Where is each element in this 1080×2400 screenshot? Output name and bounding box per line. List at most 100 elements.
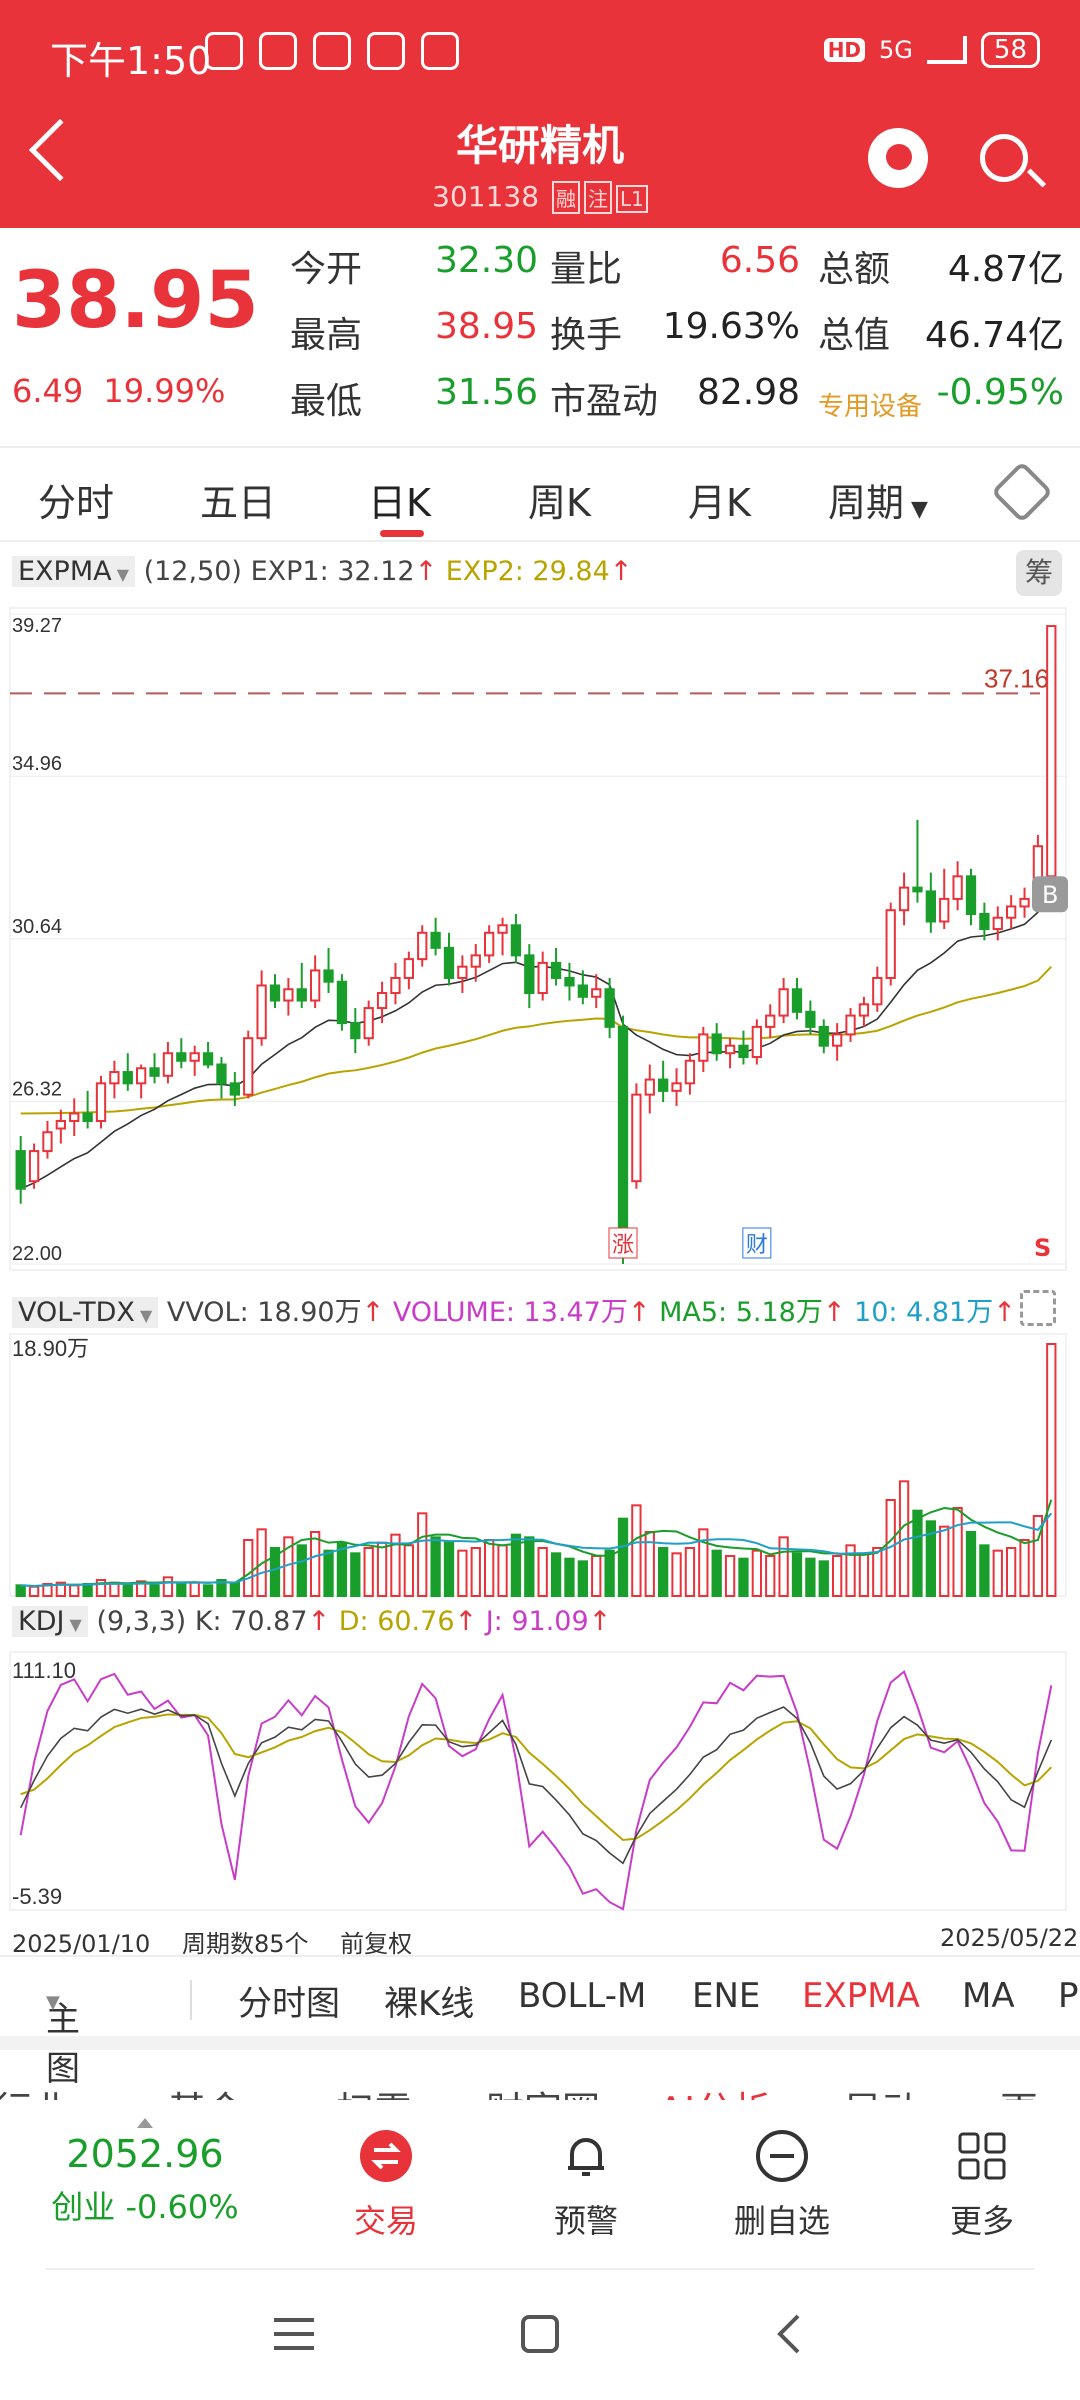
- triangle-up-icon: [137, 2118, 153, 2128]
- dock-trade[interactable]: 交易: [306, 2128, 466, 2242]
- feature-ai-analysis[interactable]: AI分析: [658, 2080, 771, 2100]
- feature-community[interactable]: 财富圈: [486, 2080, 600, 2100]
- indicator-params: (12,50): [143, 556, 242, 587]
- candlestick-chart[interactable]: 39.27 34.96 30.64 26.32 22.00 37.16 涨 财 S B: [0, 600, 1080, 1280]
- candle-body: [28, 1150, 40, 1183]
- quote-value: 4.87亿: [947, 249, 1064, 290]
- expand-icon[interactable]: [1020, 1290, 1056, 1326]
- y-tick-label: 34.96: [12, 753, 62, 775]
- home-icon[interactable]: [520, 2314, 560, 2354]
- divider: [0, 1955, 1080, 1957]
- volume-bar: [992, 1549, 1003, 1598]
- feature-more[interactable]: 更: [1000, 2080, 1038, 2100]
- candle-body: [965, 875, 977, 915]
- volume-bar: [550, 1552, 562, 1597]
- period-count: 周期数85个: [181, 1930, 309, 1958]
- app-notification-icon: [367, 32, 405, 70]
- y-tick-label: 111.10: [12, 1658, 76, 1683]
- candle-body: [858, 1003, 870, 1017]
- vol-legend: VOL-TDX ▼ VVOL: 18.90万↑ VOLUME: 13.47万↑ …: [12, 1290, 1016, 1329]
- volume-bar: [591, 1555, 602, 1597]
- volume-bar: [631, 1504, 642, 1597]
- tab-intraday[interactable]: 分时: [38, 481, 115, 525]
- candle-body: [323, 969, 334, 983]
- candle-body: [510, 924, 522, 957]
- volume-bar: [229, 1581, 240, 1598]
- volume-bar: [216, 1579, 227, 1597]
- candle-body: [925, 890, 936, 923]
- hd-badge: HD: [823, 38, 866, 62]
- dock-more[interactable]: 更多: [902, 2128, 1062, 2242]
- tab-monthly-k[interactable]: 月K: [688, 481, 751, 525]
- candle-body: [939, 897, 950, 923]
- quote-label: 专用设备: [818, 392, 923, 422]
- tab-weekly-k[interactable]: 周K: [528, 481, 591, 525]
- adjust-mode[interactable]: 前复权: [340, 1930, 413, 1958]
- candle-body: [1046, 625, 1057, 878]
- feature-scan[interactable]: 扫雷: [336, 2080, 412, 2100]
- volume-bar: [939, 1525, 950, 1598]
- indicator-more[interactable]: P: [1058, 1976, 1079, 2016]
- quote-value: 82.98: [696, 372, 800, 413]
- kdj-indicator-selector[interactable]: KDJ ▼: [12, 1606, 88, 1637]
- volume-bar: [69, 1584, 80, 1597]
- d-value: D: 60.76↑: [338, 1606, 478, 1637]
- candle-body: [818, 1025, 829, 1047]
- volume-bar: [243, 1539, 254, 1597]
- y-tick-label: 39.27: [12, 615, 62, 637]
- dock-remove-watchlist[interactable]: 删自选: [702, 2128, 862, 2242]
- vol-indicator-selector[interactable]: VOL-TDX ▼: [12, 1297, 159, 1328]
- chip-distribution-button[interactable]: 筹: [1016, 550, 1062, 596]
- candle-body: [109, 1071, 120, 1085]
- finance-marker-text: 财: [746, 1233, 768, 1258]
- tab-period-dropdown[interactable]: 周期 ▼: [828, 472, 928, 527]
- limit-up-marker-text: 涨: [612, 1233, 634, 1258]
- volume-bar: [912, 1509, 923, 1598]
- candle-body: [363, 1007, 374, 1040]
- volume-chart[interactable]: 18.90万: [0, 1330, 1080, 1600]
- volume-bar: [430, 1536, 441, 1597]
- quote-value: 19.63%: [662, 306, 800, 347]
- feature-industry[interactable]: 行业: [0, 2080, 70, 2100]
- index-ticker[interactable]: 2052.96 创业 -0.60%: [40, 2118, 250, 2228]
- feature-anomaly[interactable]: 异动: [844, 2080, 920, 2100]
- volume-bar: [872, 1547, 883, 1597]
- indicator-time-chart[interactable]: 分时图: [238, 1984, 340, 2024]
- candle-body: [42, 1131, 53, 1153]
- indicator-ma[interactable]: MA: [962, 1976, 1015, 2016]
- quote-value: 38.95: [434, 306, 538, 347]
- status-notification-icons: [205, 32, 459, 70]
- candle-body: [537, 961, 548, 995]
- indicator-naked-k[interactable]: 裸K线: [384, 1984, 475, 2024]
- indicator-boll-m[interactable]: BOLL-M: [518, 1976, 647, 2016]
- search-icon[interactable]: [980, 134, 1028, 182]
- mascot-icon[interactable]: [868, 128, 928, 188]
- volume-bar: [805, 1557, 816, 1598]
- candle-body: [684, 1059, 696, 1085]
- feature-fund[interactable]: 基金: [168, 2080, 244, 2100]
- candle-body: [350, 1022, 361, 1040]
- back-nav-icon[interactable]: [774, 2312, 804, 2356]
- indicator-selector[interactable]: EXPMA ▼: [12, 556, 135, 587]
- indicator-ene[interactable]: ENE: [692, 1976, 761, 2016]
- app-header: 下午1:50 HD 5G 58 华研精机 301138 融注 L1: [0, 0, 1080, 228]
- volume-bar: [417, 1512, 428, 1597]
- indicator-expma[interactable]: EXPMA: [802, 1976, 920, 2016]
- volume-bar: [845, 1544, 856, 1597]
- menu-icon[interactable]: [272, 2314, 316, 2354]
- candle-body: [791, 988, 803, 1013]
- quote-value: 32.30: [434, 240, 538, 281]
- y-tick-label: -5.39: [12, 1884, 62, 1909]
- volume-bar: [484, 1539, 495, 1597]
- ma10-value: 10: 4.81万↑: [854, 1297, 1016, 1328]
- d-line: [20, 1713, 1053, 1842]
- candle-body: [484, 931, 495, 957]
- tab-daily-k[interactable]: 日K: [368, 481, 431, 525]
- candle-body: [631, 1093, 642, 1183]
- tab-five-day[interactable]: 五日: [200, 481, 277, 525]
- volume-bar: [122, 1583, 133, 1597]
- candle-body: [15, 1150, 26, 1190]
- vvol-value: VVOL: 18.90万↑: [166, 1297, 385, 1328]
- kdj-chart[interactable]: 111.10 -5.39: [0, 1646, 1080, 1916]
- dock-alert[interactable]: 预警: [506, 2128, 666, 2242]
